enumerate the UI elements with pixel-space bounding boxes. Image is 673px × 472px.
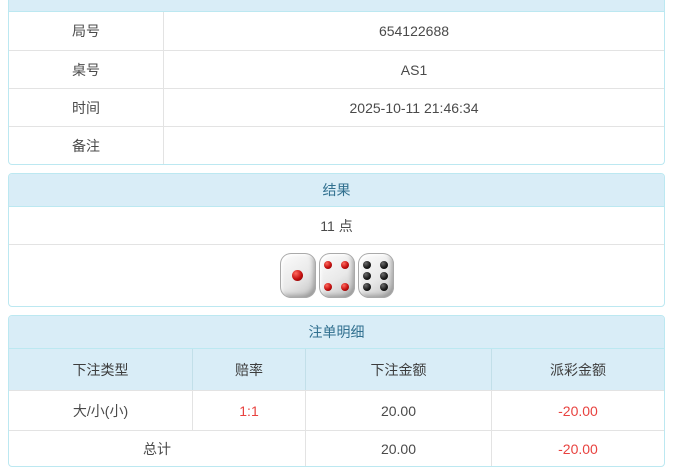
die-pip (323, 282, 332, 291)
result-panel: 结果 11 点 (8, 173, 665, 307)
odds-cell: 1:1 (192, 391, 305, 430)
die-pip (362, 260, 371, 269)
bet-amount-cell: 20.00 (305, 391, 491, 430)
bet-table-row: 大/小(小) 1:1 20.00 -20.00 (9, 390, 664, 430)
die-pip (341, 260, 350, 269)
total-bet-amount: 20.00 (305, 431, 491, 466)
bet-detail-panel: 注单明细 下注类型 赔率 下注金额 派彩金额 大/小(小) 1:1 20.00 … (8, 315, 665, 467)
dice-row (9, 245, 664, 306)
die-pip (323, 260, 332, 269)
die-4 (318, 253, 355, 298)
table-number-label: 桌号 (9, 51, 164, 88)
die-pip (380, 260, 389, 269)
total-payout-amount: -20.00 (491, 431, 664, 466)
result-points: 11 点 (9, 207, 664, 245)
col-header-payout-amount: 派彩金额 (491, 349, 664, 390)
info-row-table: 桌号 AS1 (9, 50, 664, 88)
time-value: 2025-10-11 21:46:34 (349, 99, 479, 116)
total-label: 总计 (143, 440, 171, 457)
die-pip (380, 271, 389, 280)
die-6 (357, 253, 394, 298)
die-pip (362, 282, 371, 291)
bet-type-cell: 大/小(小) (72, 402, 129, 419)
info-row-remark: 备注 (9, 126, 664, 164)
info-row-round: 局号 654122688 (9, 12, 664, 50)
bet-table-header-row: 下注类型 赔率 下注金额 派彩金额 (9, 349, 664, 390)
bet-table-total-row: 总计 20.00 -20.00 (9, 430, 664, 466)
die-1 (279, 253, 316, 298)
table-number-value: AS1 (400, 61, 428, 78)
result-panel-title: 结果 (9, 174, 664, 207)
bet-detail-panel-title: 注单明细 (9, 316, 664, 349)
game-info-panel: 局号 654122688 桌号 AS1 时间 2025-10-11 21:46:… (8, 0, 665, 165)
die-pip (292, 270, 303, 281)
col-header-bet-amount: 下注金额 (305, 349, 491, 390)
die-pip (380, 282, 389, 291)
round-number-value: 654122688 (378, 23, 450, 39)
die-pip (362, 271, 371, 280)
info-row-time: 时间 2025-10-11 21:46:34 (9, 88, 664, 126)
col-header-odds: 赔率 (192, 349, 305, 390)
die-pip (341, 282, 350, 291)
payout-amount-cell: -20.00 (491, 391, 664, 430)
game-info-panel-header (9, 0, 664, 12)
round-number-label: 局号 (9, 12, 164, 50)
remark-label: 备注 (9, 127, 164, 164)
col-header-bet-type: 下注类型 (72, 361, 129, 378)
time-label: 时间 (9, 89, 164, 126)
